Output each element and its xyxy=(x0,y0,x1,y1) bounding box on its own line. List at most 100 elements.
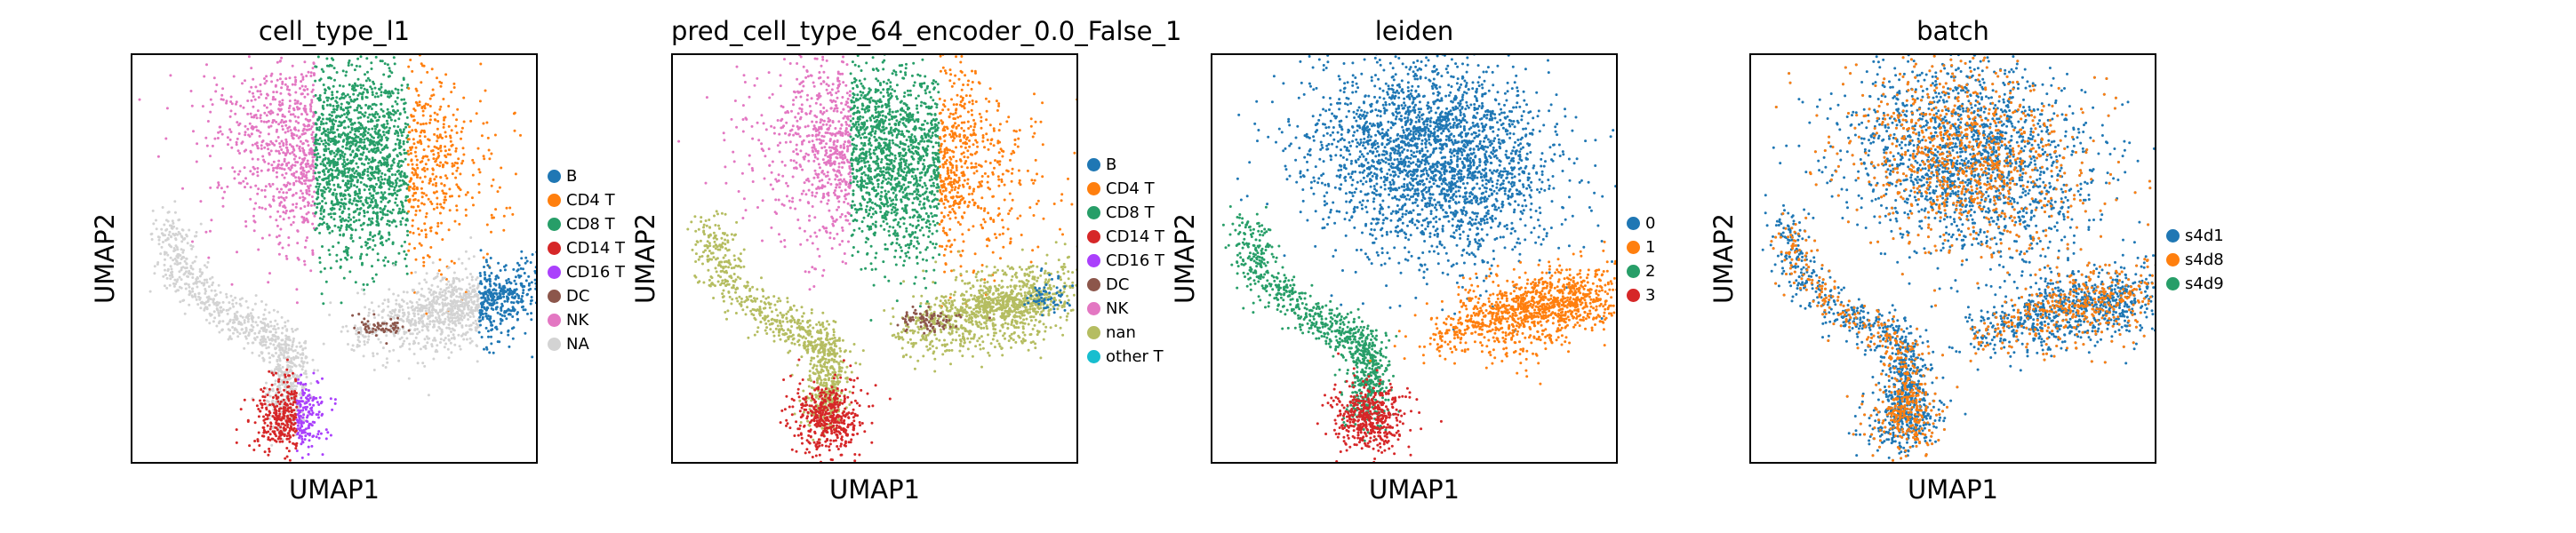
data-point xyxy=(280,163,284,167)
data-point xyxy=(290,223,293,227)
data-point xyxy=(372,194,375,197)
data-point xyxy=(289,129,292,132)
data-point xyxy=(268,185,272,188)
data-point xyxy=(214,90,218,93)
data-point xyxy=(281,246,284,250)
data-point xyxy=(316,55,320,59)
data-point xyxy=(272,160,276,163)
data-point xyxy=(279,91,283,95)
data-point xyxy=(228,115,232,118)
data-point xyxy=(282,196,285,200)
data-point xyxy=(216,137,220,139)
data-point xyxy=(295,170,299,173)
data-point xyxy=(219,130,222,133)
data-point xyxy=(337,147,340,150)
data-point xyxy=(212,76,216,80)
data-point xyxy=(345,223,348,227)
data-point xyxy=(278,166,282,170)
data-point xyxy=(284,138,288,141)
data-point xyxy=(294,176,298,179)
data-point xyxy=(284,209,288,212)
data-point xyxy=(285,257,289,260)
data-point xyxy=(246,112,250,115)
data-point xyxy=(368,79,372,82)
data-point xyxy=(312,169,316,172)
data-point xyxy=(362,151,365,155)
data-point xyxy=(238,122,242,125)
data-point xyxy=(259,131,262,134)
data-point xyxy=(397,160,401,163)
data-point xyxy=(272,91,276,94)
data-point xyxy=(270,72,274,76)
data-point xyxy=(319,270,323,274)
data-point xyxy=(308,193,311,196)
scatter-plot xyxy=(138,55,536,462)
data-point xyxy=(294,155,298,158)
data-point xyxy=(286,126,290,130)
data-point xyxy=(352,216,356,219)
data-point xyxy=(243,149,246,153)
data-point xyxy=(323,186,326,189)
data-point xyxy=(205,144,209,147)
data-point xyxy=(292,133,296,137)
data-point xyxy=(309,203,313,207)
data-point xyxy=(313,202,316,205)
data-point xyxy=(306,159,309,163)
data-point xyxy=(309,109,313,113)
data-point xyxy=(300,189,302,193)
data-point xyxy=(276,235,278,239)
data-point xyxy=(379,151,382,155)
data-point xyxy=(309,105,313,108)
data-point xyxy=(385,136,388,139)
data-point xyxy=(321,218,324,221)
data-point xyxy=(295,203,299,205)
data-point xyxy=(281,115,284,118)
data-point xyxy=(259,116,262,120)
data-point xyxy=(297,115,300,119)
data-point xyxy=(288,99,292,103)
data-point xyxy=(374,127,377,131)
data-point xyxy=(393,62,396,66)
data-point xyxy=(312,72,316,76)
data-point xyxy=(386,63,389,67)
data-point xyxy=(284,195,288,199)
data-point xyxy=(262,120,266,123)
data-point xyxy=(390,220,394,224)
data-point xyxy=(303,245,307,249)
data-point xyxy=(281,99,284,102)
data-point xyxy=(225,99,228,103)
data-point xyxy=(335,193,339,195)
data-point xyxy=(275,171,278,174)
data-point xyxy=(251,143,254,147)
data-point xyxy=(292,181,296,185)
data-point xyxy=(401,208,404,211)
data-point xyxy=(244,177,247,180)
data-point xyxy=(305,128,308,131)
data-point xyxy=(278,100,282,104)
data-point xyxy=(343,168,347,171)
data-point xyxy=(300,84,304,88)
data-point xyxy=(323,173,326,176)
data-point xyxy=(303,60,307,64)
data-point xyxy=(271,182,275,186)
data-point xyxy=(356,185,359,188)
data-point xyxy=(284,83,287,86)
data-point xyxy=(361,227,364,231)
data-point xyxy=(252,77,255,81)
data-point xyxy=(260,236,264,240)
data-point xyxy=(242,179,245,183)
data-point xyxy=(261,139,265,142)
data-point xyxy=(306,88,309,91)
data-point xyxy=(348,226,351,228)
data-point xyxy=(302,172,306,176)
data-point xyxy=(288,76,292,80)
data-point xyxy=(359,224,363,227)
data-point xyxy=(258,134,261,138)
data-point xyxy=(283,198,286,202)
data-point xyxy=(244,124,247,128)
data-point xyxy=(322,70,325,74)
data-point xyxy=(362,282,365,286)
data-point xyxy=(247,133,251,137)
data-point xyxy=(311,253,315,256)
data-point xyxy=(252,229,256,233)
